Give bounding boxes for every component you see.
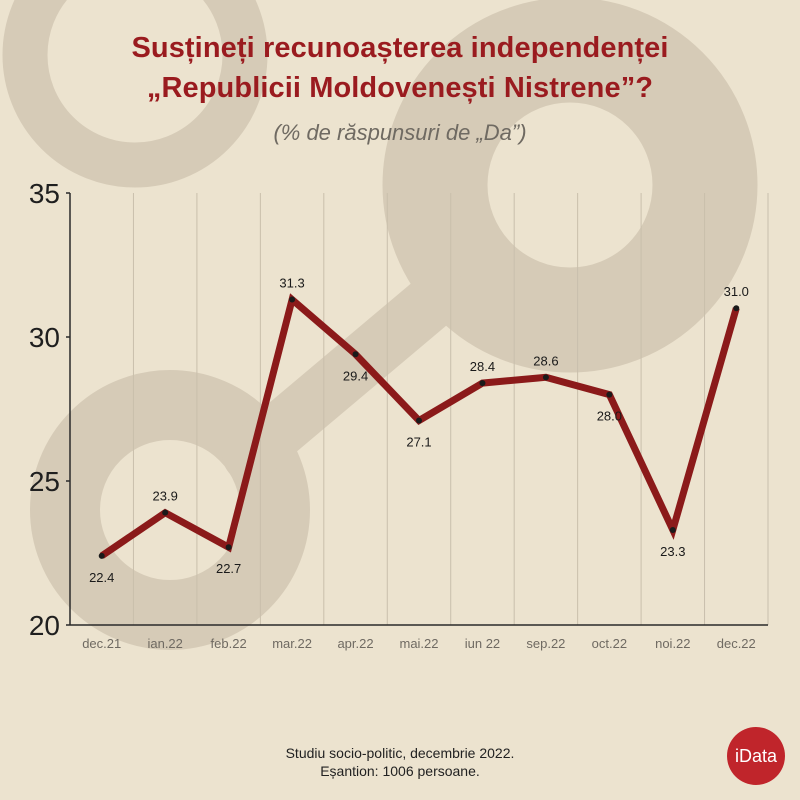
data-label: 23.3 — [660, 544, 685, 559]
data-label: 29.4 — [343, 368, 368, 383]
data-point — [225, 544, 232, 551]
idata-logo: iData — [727, 727, 785, 785]
data-label: 28.0 — [597, 409, 622, 424]
y-tick-label: 30 — [29, 322, 60, 353]
data-label: 22.4 — [89, 570, 114, 585]
chart-title-line2: „Republicii Moldovenești Nistrene”? — [146, 72, 654, 104]
data-point — [479, 380, 486, 387]
data-point — [416, 417, 422, 424]
chart-title: Susțineți recunoașterea independenței „R… — [0, 28, 800, 108]
x-tick-label: noi.22 — [655, 636, 690, 651]
data-point — [542, 374, 549, 381]
data-label: 28.4 — [470, 359, 495, 374]
x-tick-label: dec.22 — [717, 636, 756, 651]
footer-note: Studiu socio-politic, decembrie 2022. Eș… — [200, 744, 600, 780]
x-tick-label: feb.22 — [211, 636, 247, 651]
data-label: 27.1 — [406, 435, 431, 450]
data-label: 31.0 — [724, 284, 749, 299]
data-point — [669, 526, 676, 533]
x-tick-label: mai.22 — [399, 636, 438, 651]
data-point — [289, 296, 296, 303]
chart-subtitle: (% de răspunsuri de „Da”) — [273, 120, 527, 145]
data-point — [98, 552, 105, 559]
data-point — [733, 305, 740, 312]
x-tick-label: oct.22 — [592, 636, 627, 651]
data-point — [352, 351, 359, 358]
x-tick-label: ian.22 — [147, 636, 182, 651]
y-tick-label: 35 — [29, 178, 60, 209]
data-label: 22.7 — [216, 561, 241, 576]
data-label: 31.3 — [279, 276, 304, 291]
x-tick-label: mar.22 — [272, 636, 312, 651]
y-tick-label: 20 — [29, 610, 60, 641]
data-point — [162, 509, 169, 516]
x-tick-label: apr.22 — [337, 636, 373, 651]
footer-line2: Eșantion: 1006 persoane. — [320, 763, 480, 779]
data-label: 28.6 — [533, 353, 558, 368]
x-tick-label: dec.21 — [82, 636, 121, 651]
data-point — [606, 391, 613, 398]
y-tick-label: 25 — [29, 466, 60, 497]
x-tick-label: iun 22 — [465, 636, 500, 651]
footer-line1: Studiu socio-politic, decembrie 2022. — [285, 745, 515, 761]
chart-title-line1: Susțineți recunoașterea independenței — [131, 32, 669, 64]
data-label: 23.9 — [153, 489, 178, 504]
x-tick-label: sep.22 — [526, 636, 565, 651]
